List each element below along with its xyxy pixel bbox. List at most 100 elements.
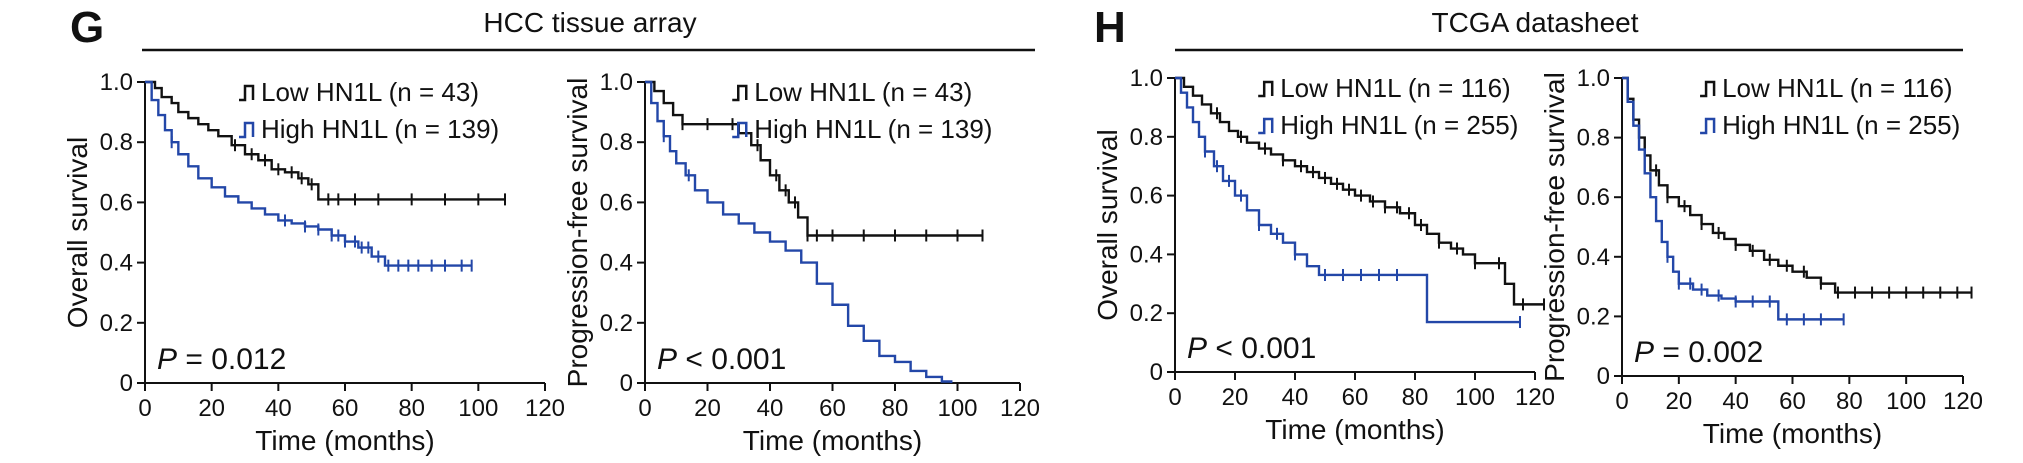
- x-tick-label: 80: [882, 395, 909, 422]
- y-tick-label: 0.2: [1130, 300, 1163, 327]
- x-tick-label: 100: [458, 395, 498, 422]
- y-tick-label: 0.8: [1577, 125, 1610, 152]
- x-tick-label: 120: [1000, 395, 1040, 422]
- legend-label: High HN1L (n = 139): [261, 114, 499, 144]
- chart-1: 0 20 40 60 80 100 120 0 0.2 0.4 0.6 0.8 1.0 Time (mon…: [62, 69, 565, 456]
- survival-curve: [645, 80, 953, 383]
- x-tick-label: 120: [1515, 384, 1555, 411]
- x-tick-label: 0: [138, 395, 151, 422]
- x-tick-label: 40: [757, 395, 784, 422]
- series-high: High HN1L (n = 255): [1622, 76, 1960, 326]
- x-tick-label: 120: [525, 395, 565, 422]
- x-tick-label: 120: [1943, 388, 1983, 415]
- y-tick-label: 0.6: [1130, 183, 1163, 210]
- legend-label: Low HN1L (n = 116): [1280, 73, 1511, 103]
- chart-4: 0 20 40 60 80 100 120 0 0.2 0.4 0.6 0.8 1.0 Time (mon…: [1539, 65, 1983, 449]
- survival-curve: [645, 80, 983, 237]
- y-axis-title: Overall survival: [62, 137, 93, 328]
- x-tick-label: 40: [1282, 384, 1309, 411]
- series-high: High HN1L (n = 139): [645, 80, 992, 383]
- legend-step-icon: [239, 84, 255, 102]
- y-tick-label: 1.0: [600, 69, 633, 96]
- p-value: P = 0.002: [1634, 336, 1763, 369]
- y-tick-label: 0.4: [600, 250, 633, 277]
- legend-step-icon: [1258, 80, 1274, 98]
- y-axis-title: Progression-free survival: [562, 78, 593, 388]
- p-value-symbol: P: [157, 343, 177, 376]
- p-value-text: = 0.002: [1654, 336, 1763, 369]
- legend-step-icon: [1700, 117, 1716, 135]
- x-axis-title: Time (months): [1265, 414, 1444, 445]
- survival-curve: [145, 80, 505, 201]
- survival-curve: [1175, 76, 1544, 306]
- y-tick-label: 1.0: [100, 69, 133, 96]
- series-high: High HN1L (n = 139): [145, 80, 499, 272]
- x-tick-label: 40: [265, 395, 292, 422]
- y-tick-label: 0: [120, 370, 133, 397]
- legend-step-icon: [239, 121, 255, 139]
- x-tick-label: 80: [1402, 384, 1429, 411]
- y-tick-label: 0.6: [1577, 184, 1610, 211]
- legend-step-icon: [732, 84, 748, 102]
- x-axis-title: Time (months): [255, 425, 434, 456]
- p-value-symbol: P: [1634, 336, 1654, 369]
- x-tick-label: 20: [694, 395, 721, 422]
- y-tick-label: 0: [620, 370, 633, 397]
- panel-H-header: H TCGA datasheet: [1094, 3, 1963, 52]
- survival-curve: [145, 80, 472, 267]
- legend-label: High HN1L (n = 255): [1722, 110, 1960, 140]
- p-value-text: < 0.001: [677, 343, 786, 376]
- chart-2: 0 20 40 60 80 100 120 0 0.2 0.4 0.6 0.8 1.0 Time (mon…: [562, 69, 1040, 456]
- x-tick-label: 20: [1222, 384, 1249, 411]
- y-tick-label: 0.8: [600, 129, 633, 156]
- panel-G-header: G HCC tissue array: [70, 3, 1035, 52]
- panel-title-H: TCGA datasheet: [1431, 7, 1638, 38]
- x-tick-label: 60: [332, 395, 359, 422]
- legend-label: Low HN1L (n = 43): [754, 77, 972, 107]
- series-low: Low HN1L (n = 116): [1622, 73, 1973, 299]
- series-high: High HN1L (n = 255): [1175, 76, 1521, 329]
- legend-step-icon: [732, 121, 748, 139]
- x-tick-label: 100: [937, 395, 977, 422]
- y-tick-label: 0.2: [600, 310, 633, 337]
- legend-label: High HN1L (n = 255): [1280, 110, 1518, 140]
- survival-curve: [1622, 76, 1844, 321]
- p-value-text: < 0.001: [1207, 332, 1316, 365]
- legend-step-icon: [1700, 80, 1716, 98]
- x-tick-label: 0: [638, 395, 651, 422]
- y-tick-label: 1.0: [1577, 65, 1610, 92]
- y-axis-title: Overall survival: [1092, 129, 1123, 320]
- legend-label: High HN1L (n = 139): [754, 114, 992, 144]
- x-tick-label: 60: [1779, 388, 1806, 415]
- x-tick-label: 80: [398, 395, 425, 422]
- x-tick-label: 20: [198, 395, 225, 422]
- y-axis-title: Progression-free survival: [1539, 72, 1570, 382]
- x-axis-title: Time (months): [743, 425, 922, 456]
- legend-step-icon: [1258, 117, 1274, 135]
- y-tick-label: 0.2: [100, 310, 133, 337]
- panel-letter-G: G: [70, 3, 104, 52]
- y-tick-label: 0.6: [100, 189, 133, 216]
- y-tick-label: 0.8: [100, 129, 133, 156]
- x-tick-label: 20: [1665, 388, 1692, 415]
- chart-3: 0 20 40 60 80 100 120 0 0.2 0.4 0.6 0.8 1.0 Time (mon…: [1092, 65, 1555, 445]
- series-low: Low HN1L (n = 43): [145, 77, 506, 206]
- legend-label: Low HN1L (n = 43): [261, 77, 479, 107]
- y-tick-label: 0.4: [1577, 244, 1610, 271]
- y-tick-label: 0.4: [100, 250, 133, 277]
- panel-title-G: HCC tissue array: [483, 7, 696, 38]
- x-tick-label: 60: [1342, 384, 1369, 411]
- p-value-text: = 0.012: [177, 343, 286, 376]
- y-tick-label: 0.6: [600, 189, 633, 216]
- x-tick-label: 0: [1615, 388, 1628, 415]
- x-tick-label: 60: [819, 395, 846, 422]
- y-tick-label: 0.8: [1130, 124, 1163, 151]
- p-value: P < 0.001: [657, 343, 786, 376]
- x-tick-label: 100: [1886, 388, 1926, 415]
- x-axis-title: Time (months): [1703, 418, 1882, 449]
- y-tick-label: 0: [1597, 363, 1610, 390]
- y-tick-label: 0: [1150, 359, 1163, 386]
- p-value: P < 0.001: [1187, 332, 1316, 365]
- x-tick-label: 100: [1455, 384, 1495, 411]
